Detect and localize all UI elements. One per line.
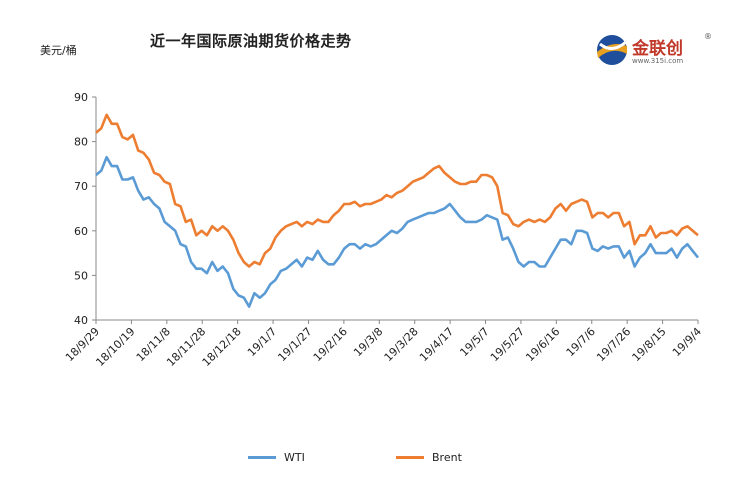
x-tick-label: 19/8/15 <box>630 325 669 364</box>
logo-url: www.315i.com <box>632 57 684 65</box>
x-tick-label: 19/1/27 <box>275 325 314 364</box>
y-tick-label: 50 <box>74 269 88 282</box>
x-tick-label: 19/7/26 <box>594 325 633 364</box>
brand-logo: 金联创 ® www.315i.com <box>594 30 716 74</box>
legend-swatch-wti <box>248 456 276 459</box>
y-tick-label: 90 <box>74 91 88 104</box>
x-tick-label: 18/10/19 <box>93 325 137 369</box>
x-tick-label: 19/2/16 <box>311 325 350 364</box>
x-tick-label: 19/7/6 <box>564 325 598 359</box>
y-tick-label: 80 <box>74 136 88 149</box>
y-axis-unit-label: 美元/桶 <box>40 44 77 57</box>
x-tick-label: 19/5/7 <box>457 325 491 359</box>
legend-swatch-brent <box>396 456 424 459</box>
x-tick-label: 19/3/28 <box>382 325 421 364</box>
legend-item-brent: Brent <box>396 451 462 464</box>
x-tick-label: 19/1/7 <box>245 325 279 359</box>
y-tick-label: 60 <box>74 225 88 238</box>
x-tick-label: 18/12/18 <box>200 325 244 369</box>
x-tick-label: 19/4/17 <box>417 325 456 364</box>
x-tick-label: 19/3/8 <box>351 325 385 359</box>
logo-name: 金联创 <box>632 39 683 59</box>
series-line-wti <box>95 155 700 308</box>
legend-label-wti: WTI <box>284 451 305 464</box>
legend-item-wti: WTI <box>248 451 305 464</box>
x-tick-label: 19/6/16 <box>523 325 562 364</box>
y-tick-label: 70 <box>74 180 88 193</box>
x-tick-label: 19/9/4 <box>670 325 704 359</box>
x-tick-label: 19/5/27 <box>488 325 527 364</box>
logo-registered-mark: ® <box>704 32 712 41</box>
chart-title: 近一年国际原油期货价格走势 <box>150 32 352 50</box>
series-line-brent <box>95 113 699 268</box>
legend-label-brent: Brent <box>432 451 462 464</box>
logo-globe-icon <box>597 35 627 65</box>
y-tick-label: 40 <box>74 314 88 327</box>
